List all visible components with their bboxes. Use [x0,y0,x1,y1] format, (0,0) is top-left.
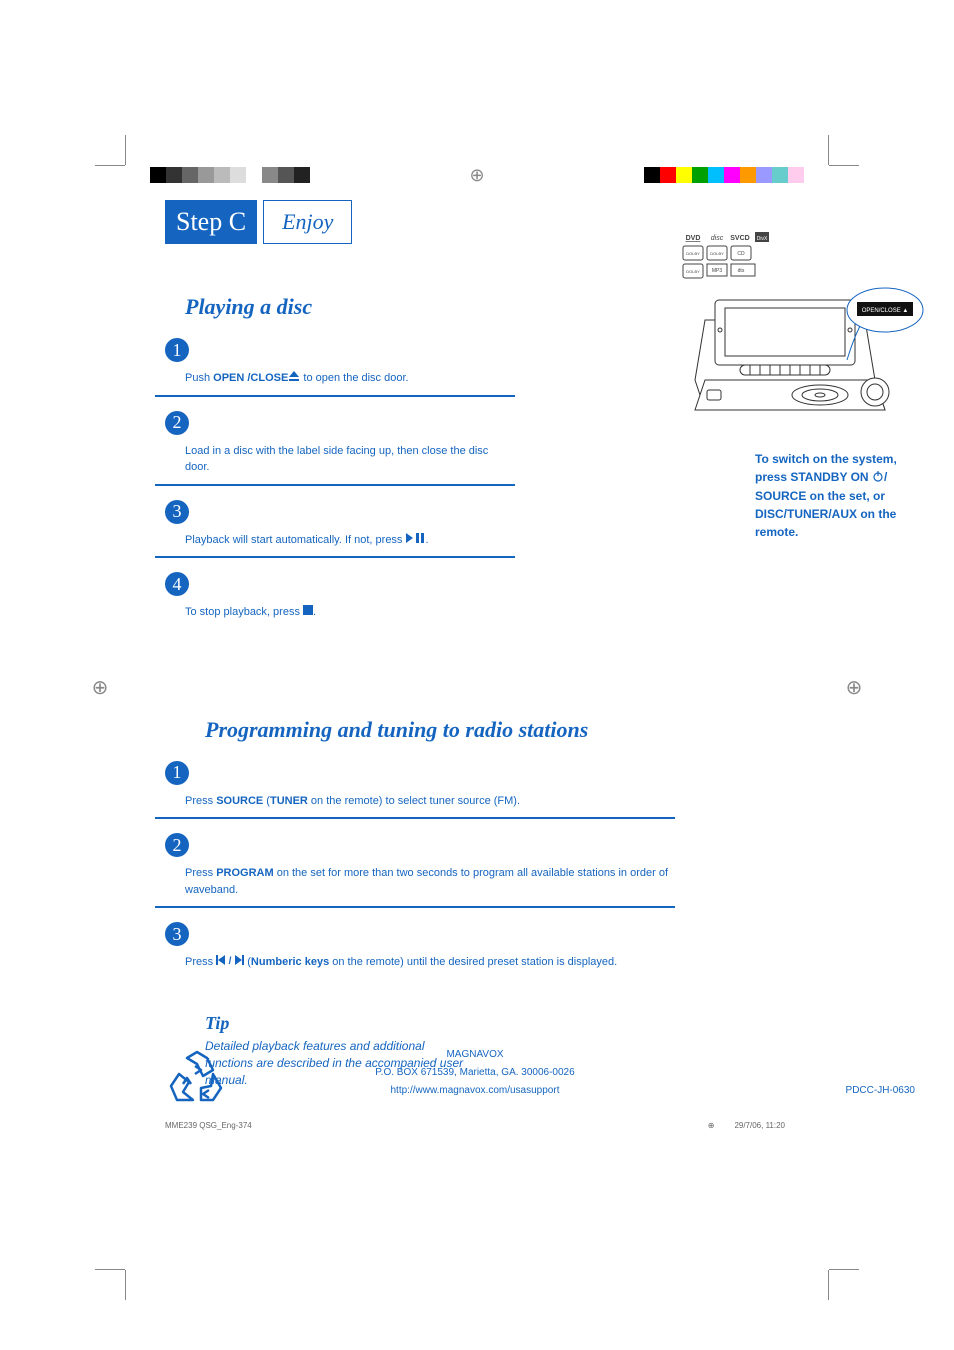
print-timestamp: 29/7/06, 11:20 [734,1121,785,1130]
footer-url: http://www.magnavox.com/usasupport [155,1082,795,1100]
swatch [214,167,230,183]
device-illustration: DVD disc SVCD DivX DOLBY DOLBY CD DOLBY … [655,230,935,460]
step-text: Load in a disc with the label side facin… [155,435,515,478]
separator [155,906,675,908]
enjoy-label: Enjoy [263,200,352,244]
step-text: To stop playback, press . [155,596,515,623]
svg-text:DOLBY: DOLBY [686,251,700,256]
svg-text:dts: dts [738,268,745,274]
footer-brand: MAGNAVOX [155,1046,795,1064]
swatch [294,167,310,183]
step-number-badge: 2 [165,411,189,435]
page-content: Step C Enjoy DVD disc SVCD DivX DOLBY DO… [155,200,795,1160]
swatch [246,167,262,183]
svg-text:MP3: MP3 [712,268,723,274]
play-pause-icon [406,532,426,549]
separator [155,484,515,486]
section-title-radio: Programming and tuning to radio stations [205,717,795,743]
footer-address: P.O. BOX 671539, Marietta, GA. 30006-002… [155,1064,795,1082]
step-label: Step C [165,200,257,244]
swatch [166,167,182,183]
stop-icon [303,604,313,621]
note-line: To switch on the system, [755,452,897,466]
note-line: on the set, or [806,489,885,503]
swatch [772,167,788,183]
swatch [230,167,246,183]
color-bar [644,167,804,183]
step-number-badge: 3 [165,922,189,946]
step-number-badge: 4 [165,572,189,596]
print-filename: MME239 QSG_Eng-37 [165,1121,247,1130]
swatch [644,167,660,183]
step-number-badge: 2 [165,833,189,857]
svg-text:DOLBY: DOLBY [686,269,700,274]
note-bold: SOURCE [755,489,806,503]
step-block: 1Push OPEN /CLOSE to open the disc door. [155,338,515,397]
swatch [150,167,166,183]
step-header: Step C Enjoy [165,200,352,244]
step-block: 4To stop playback, press . [155,572,515,623]
svg-text:DOLBY: DOLBY [710,251,724,256]
footer-code: PDCC-JH-0630 [846,1085,915,1096]
tip-title: Tip [205,1013,465,1034]
crop-mark-bl [100,1255,140,1295]
step-number-badge: 1 [165,761,189,785]
step-block: 3Press / (Numberic keys on the remote) u… [155,922,675,973]
swatch [756,167,772,183]
svg-text:DVD: DVD [686,235,701,242]
svg-text:OPEN/CLOSE ▲: OPEN/CLOSE ▲ [862,308,909,314]
step-block: 2Press PROGRAM on the set for more than … [155,833,675,908]
note-line: / [884,470,887,484]
separator [155,817,675,819]
print-footer: MME239 QSG_Eng-37 4 ⊕ 29/7/06, 11:20 [155,1121,795,1130]
svg-text:SVCD: SVCD [730,235,749,242]
svg-text:DivX: DivX [757,236,768,242]
print-pagenum: 4 [247,1121,251,1130]
swatch [740,167,756,183]
note-bold: STANDBY ON [790,470,868,484]
step-block: 2Load in a disc with the label side faci… [155,411,515,486]
eject-icon [288,370,300,387]
separator [155,395,515,397]
svg-text:/: / [229,956,232,965]
step-text: Playback will start automatically. If no… [155,524,515,551]
step-text: Press / (Numberic keys on the remote) un… [155,946,675,973]
step-text: Press SOURCE (TUNER on the remote) to se… [155,785,675,812]
step-number-badge: 3 [165,500,189,524]
note-line: press [755,470,790,484]
greyscale-bar [150,167,310,183]
svg-text:disc: disc [711,235,724,242]
note-line: remote. [755,525,798,539]
step-text: Press PROGRAM on the set for more than t… [155,857,675,900]
prev-next-icon: / [216,954,244,971]
step-block: 1Press SOURCE (TUNER on the remote) to s… [155,761,675,820]
step-number-badge: 1 [165,338,189,362]
swatch [676,167,692,183]
swatch [262,167,278,183]
registration-mark-left-icon: ⊕ [88,675,112,699]
print-marks-top: ⊕ [0,150,954,200]
registration-mark-right-icon: ⊕ [842,675,866,699]
swatch [278,167,294,183]
separator [155,556,515,558]
swatch [182,167,198,183]
swatch [660,167,676,183]
svg-text:CD: CD [737,251,745,257]
swatch [198,167,214,183]
note-line: on the [857,507,896,521]
swatch [708,167,724,183]
note-bold: DISC/TUNER/AUX [755,507,857,521]
page-footer: MAGNAVOX P.O. BOX 671539, Marietta, GA. … [155,1046,795,1100]
swatch [724,167,740,183]
swatch [692,167,708,183]
switch-on-note: To switch on the system, press STANDBY O… [755,450,935,541]
power-icon [872,469,884,487]
step-block: 3Playback will start automatically. If n… [155,500,515,559]
registration-mark-icon: ⊕ [467,165,487,185]
swatch [788,167,804,183]
step-text: Push OPEN /CLOSE to open the disc door. [155,362,515,389]
crop-mark-br [814,1255,854,1295]
